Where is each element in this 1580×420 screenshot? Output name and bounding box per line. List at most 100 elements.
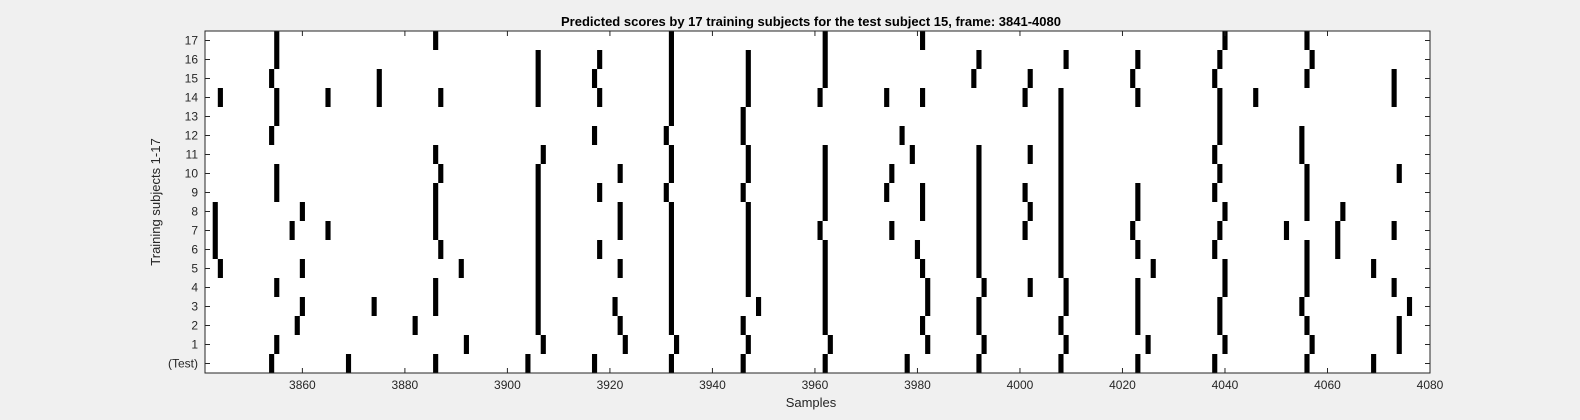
y-tick-label: 3	[191, 300, 198, 314]
heatmap-cell	[976, 354, 982, 373]
y-tick-label: 14	[185, 91, 199, 105]
heatmap-cell	[535, 202, 541, 221]
heatmap-cell	[1217, 297, 1223, 316]
heatmap-cell	[1335, 221, 1341, 240]
heatmap-cell	[274, 50, 280, 69]
heatmap-cell	[1058, 164, 1064, 183]
heatmap-cell	[540, 335, 546, 354]
heatmap-cell	[1058, 354, 1064, 373]
heatmap-cell	[1058, 202, 1064, 221]
y-tick-label: 16	[185, 53, 199, 67]
heatmap-cell	[1063, 50, 1069, 69]
heatmap-cell	[591, 69, 598, 88]
heatmap-cell	[822, 259, 828, 278]
heatmap-cell	[822, 354, 828, 373]
heatmap-cell	[884, 183, 890, 202]
heatmap-cell	[212, 221, 218, 240]
heatmap-cell	[1304, 164, 1310, 183]
heatmap-cell	[668, 316, 674, 335]
heatmap-cell	[597, 183, 603, 202]
y-tick-label: 9	[191, 186, 198, 200]
heatmap-cell	[597, 240, 603, 259]
x-tick-label: 3940	[699, 378, 726, 392]
heatmap-cell	[740, 183, 746, 202]
heatmap-cell	[1135, 354, 1141, 373]
heatmap-cell	[914, 240, 921, 259]
heatmap-cell	[1217, 50, 1223, 69]
heatmap-cell	[617, 316, 623, 335]
heatmap-cell	[1396, 164, 1402, 183]
heatmap-cell	[269, 354, 275, 373]
heatmap-cell	[1396, 316, 1402, 335]
heatmap-cell	[976, 145, 982, 164]
heatmap-cell	[1135, 202, 1141, 221]
heatmap-cell	[1222, 335, 1228, 354]
heatmap-cell	[920, 316, 926, 335]
heatmap-cell	[274, 278, 280, 297]
heatmap-cell	[1304, 202, 1310, 221]
heatmap-cell	[591, 354, 598, 373]
y-tick-label: 8	[191, 205, 198, 219]
heatmap-cell	[299, 259, 305, 278]
heatmap-cell	[920, 183, 926, 202]
heatmap-cell	[1222, 259, 1228, 278]
heatmap-cell	[617, 221, 623, 240]
heatmap-cell	[745, 240, 751, 259]
heatmap-cell	[345, 354, 352, 373]
heatmap-cell	[740, 316, 746, 335]
heatmap-cell	[438, 240, 444, 259]
heatmap-cell	[1058, 259, 1064, 278]
heatmap-cell	[1217, 126, 1223, 145]
heatmap-cell	[822, 316, 828, 335]
heatmap-cell	[535, 297, 541, 316]
heatmap-cell	[976, 221, 982, 240]
heatmap-cell	[1145, 335, 1151, 354]
heatmap-cell	[1150, 259, 1156, 278]
heatmap-cell	[1022, 183, 1028, 202]
heatmap-cell	[294, 316, 300, 335]
heatmap-cell	[1217, 88, 1223, 107]
heatmap-cell	[371, 297, 377, 316]
heatmap-cell	[525, 354, 531, 373]
heatmap-cell	[981, 335, 987, 354]
heatmap-cell	[535, 221, 541, 240]
heatmap-cell	[673, 335, 680, 354]
heatmap-cell	[1212, 354, 1218, 373]
heatmap-cell	[535, 316, 541, 335]
heatmap-cell	[822, 278, 828, 297]
heatmap-cell	[745, 221, 751, 240]
heatmap-cell	[668, 145, 674, 164]
x-tick-label: 3920	[597, 378, 624, 392]
plot-frame	[204, 30, 1431, 374]
heatmap-cell	[1135, 240, 1141, 259]
y-tick-label: 5	[191, 262, 198, 276]
heatmap-cell	[376, 69, 382, 88]
chart-title: Predicted scores by 17 training subjects…	[561, 14, 1061, 29]
heatmap-cell	[1063, 335, 1069, 354]
y-tick-label: 13	[185, 110, 199, 124]
heatmap-cell	[1135, 183, 1141, 202]
heatmap-cell	[274, 88, 280, 107]
heatmap-cell	[1063, 297, 1069, 316]
heatmap-cell	[663, 126, 669, 145]
heatmap-cell	[591, 126, 598, 145]
heatmap-cell	[438, 88, 444, 107]
x-tick-label: 4060	[1314, 378, 1341, 392]
heatmap-cell	[1406, 297, 1413, 316]
heatmap-cell	[325, 221, 331, 240]
heatmap-cell	[1396, 335, 1402, 354]
heatmap-cell	[535, 164, 541, 183]
heatmap-cell	[668, 259, 674, 278]
heatmap-cell	[822, 50, 828, 69]
heatmap-cell	[535, 240, 541, 259]
heatmap-cell	[1135, 50, 1141, 69]
heatmap-cell	[740, 126, 746, 145]
heatmap-cell	[1391, 278, 1397, 297]
heatmap-cell	[274, 31, 280, 50]
heatmap-cell	[1340, 202, 1346, 221]
heatmap-cell	[458, 259, 464, 278]
heatmap-cell	[1391, 221, 1397, 240]
heatmap-cell	[745, 145, 751, 164]
heatmap-cell	[976, 183, 982, 202]
heatmap-cell	[1217, 164, 1223, 183]
